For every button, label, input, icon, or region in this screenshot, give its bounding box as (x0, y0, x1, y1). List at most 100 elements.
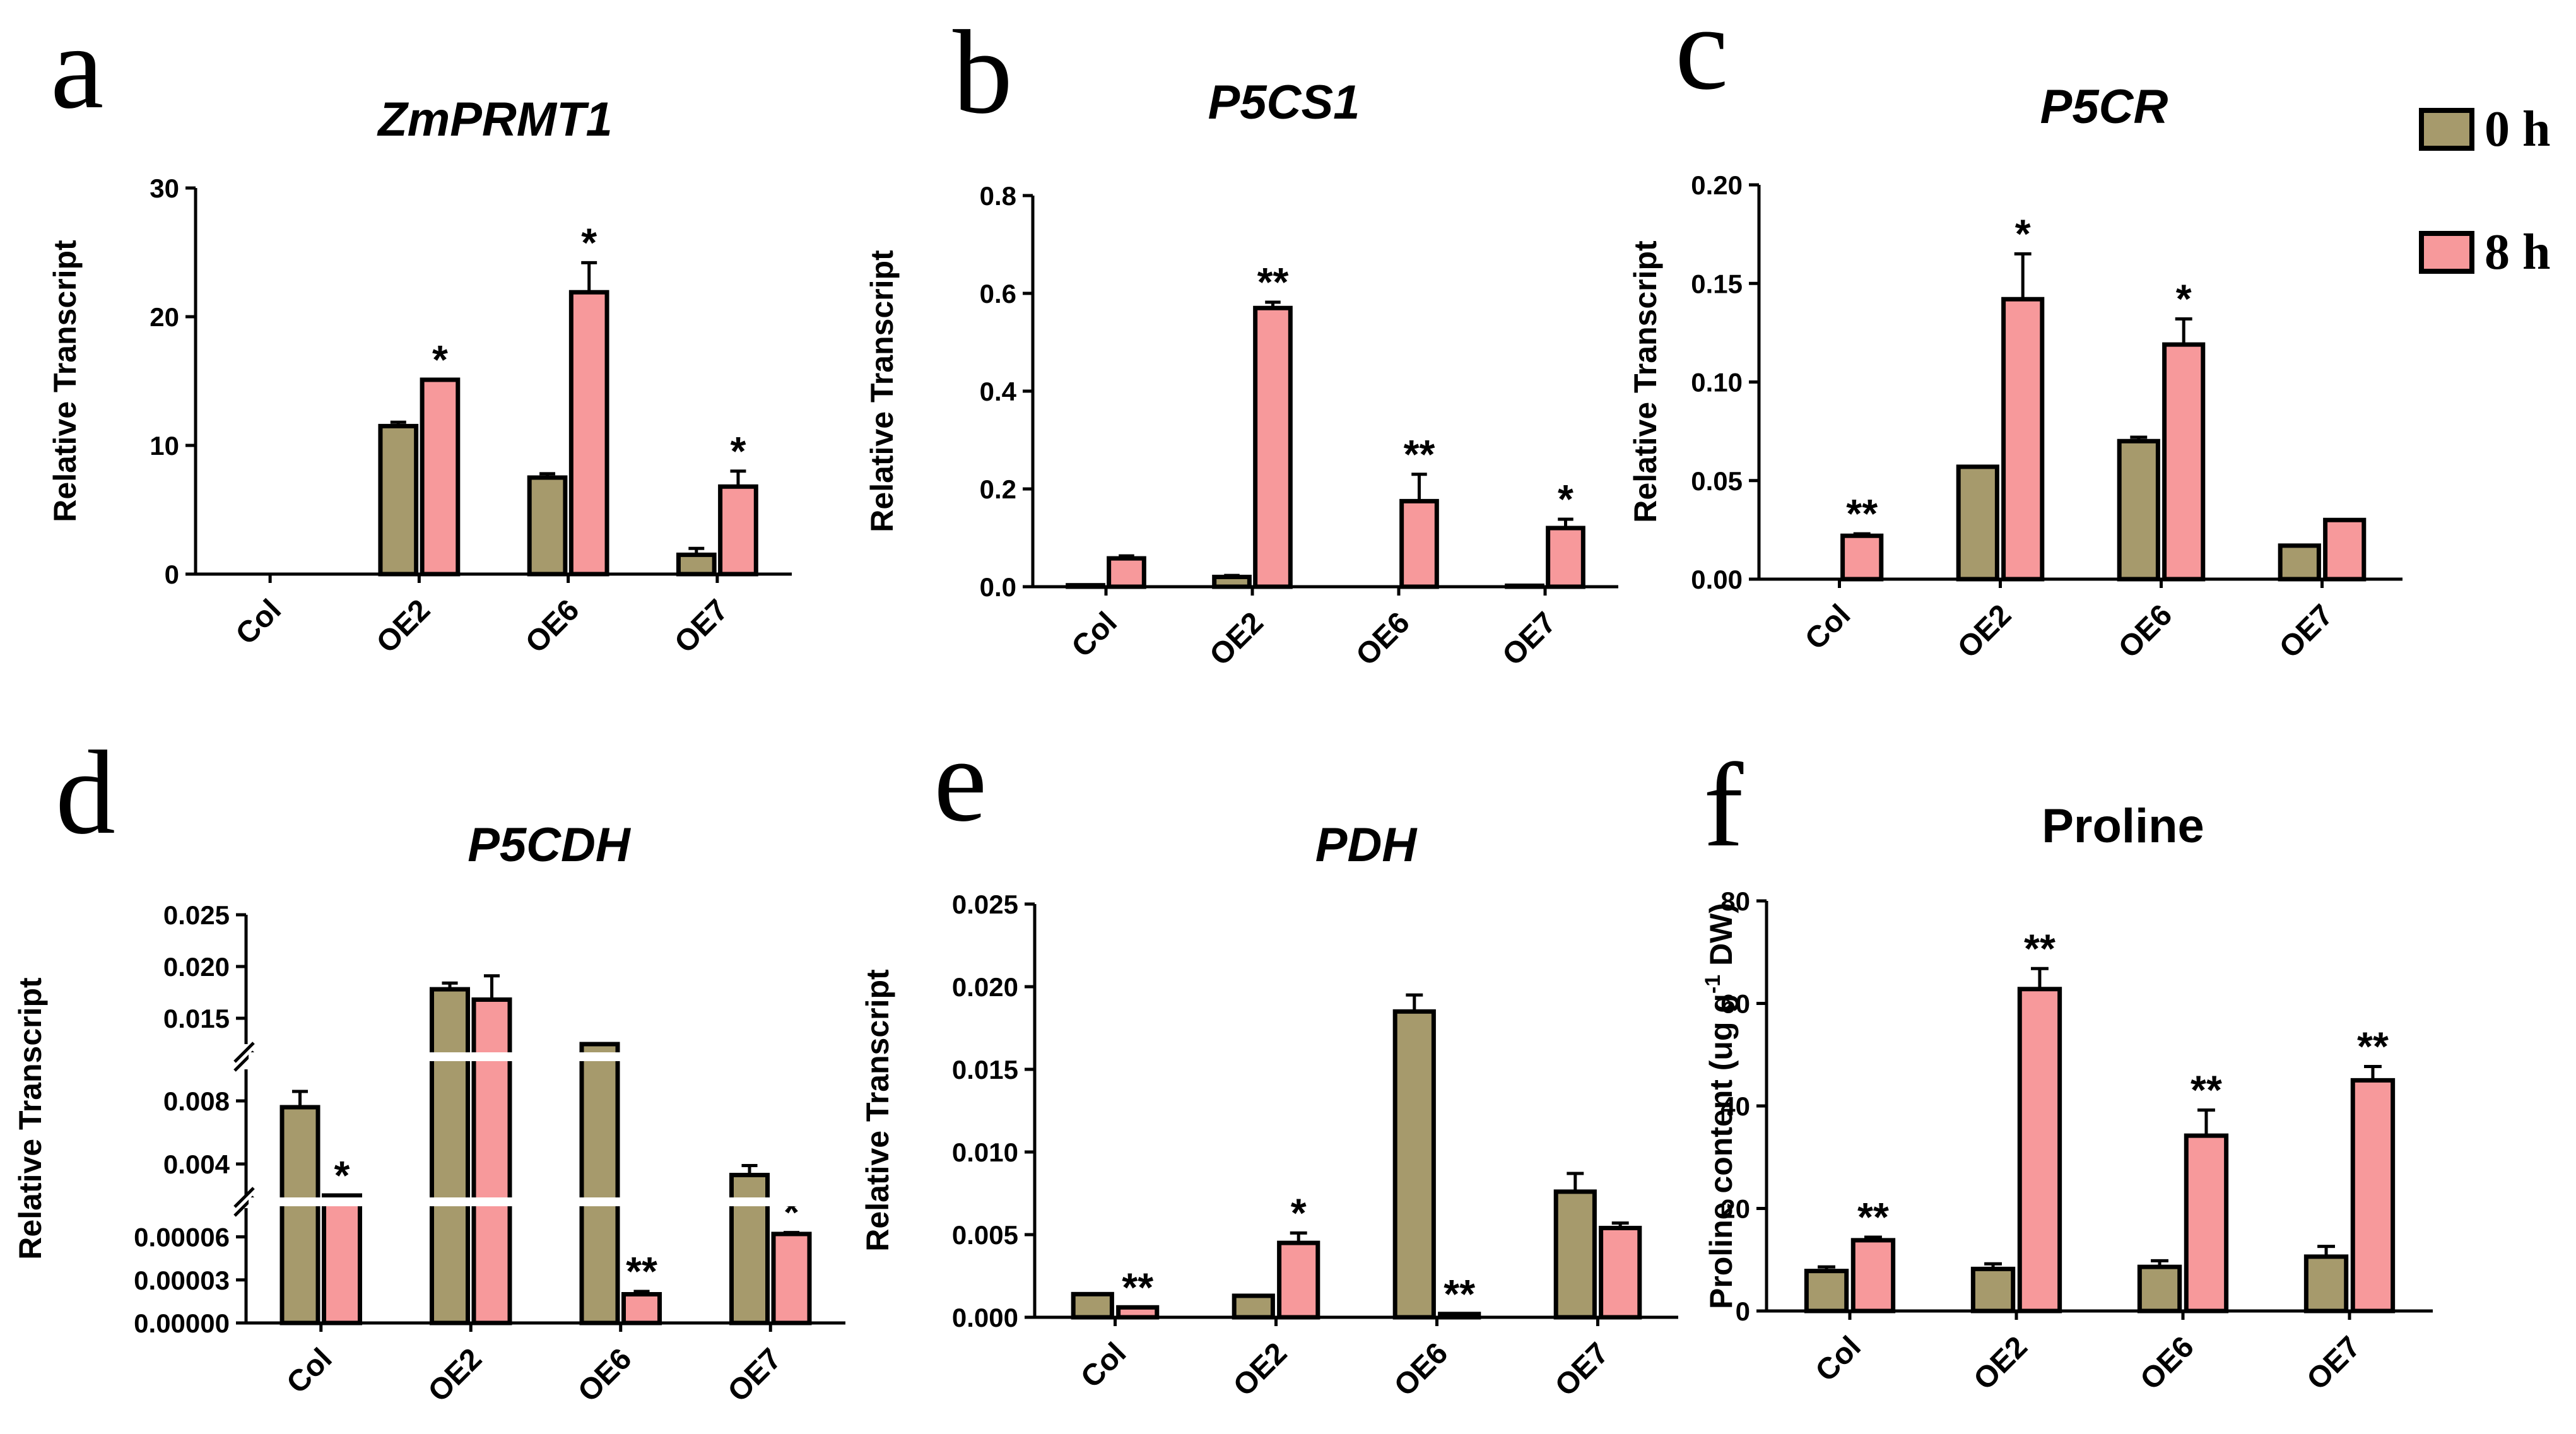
bar-0h (2137, 1264, 2182, 1314)
x-category-label: OE2 (1967, 1330, 2033, 1396)
significance-marker: ** (626, 1249, 657, 1294)
x-category-label: OE6 (2134, 1330, 2200, 1396)
y-axis-label: Relative Transcript (864, 250, 900, 532)
bar-8h (2323, 517, 2367, 582)
bar-8h (2350, 1078, 2396, 1314)
x-category-label: OE6 (572, 1342, 638, 1408)
bar-8h (322, 1193, 362, 1325)
significance-marker: ** (2024, 926, 2056, 971)
y-tick-label: 0.00 (1691, 565, 1743, 594)
y-tick-label: 0.0 (980, 572, 1016, 602)
bar-8h (621, 1292, 662, 1325)
y-tick-label: 0 (165, 560, 179, 589)
chart-d: d P5CDH Relative Transcript 0.00000 0.00003 0… (13, 727, 845, 1409)
y-axis-label: Relative Transcript (13, 977, 48, 1260)
bar-8h (1850, 1238, 1896, 1314)
bar-8h (771, 1231, 812, 1325)
bar-8h (2162, 342, 2206, 582)
significance-marker: * (1558, 476, 1573, 522)
axis-break-band (249, 1052, 845, 1061)
y-tick-label: 0 (1736, 1296, 1750, 1326)
bar-8h (1840, 533, 1884, 582)
bar-8h (2001, 297, 2045, 582)
significance-marker: * (730, 428, 746, 474)
bar-0h (1505, 583, 1544, 589)
bar-0h (2303, 1254, 2349, 1314)
y-tick-label: 60 (1720, 989, 1750, 1019)
x-category-label: OE2 (370, 593, 437, 659)
panel-letter: c (1675, 0, 1728, 115)
x-category-label: Col (230, 593, 288, 651)
y-tick-label: 0.020 (163, 952, 230, 982)
x-category-label: Col (1074, 1336, 1132, 1394)
bar-0h (378, 423, 419, 577)
y-tick-label: 0.6 (980, 279, 1016, 309)
chart-title: P5CDH (468, 818, 632, 872)
y-tick-label: 0.4 (980, 377, 1017, 406)
bar-0h (1232, 1293, 1275, 1320)
x-category-label: OE7 (2273, 598, 2339, 664)
y-axis-label: Relative Transcript (860, 969, 895, 1252)
y-tick-label: 0.005 (952, 1220, 1018, 1250)
significance-marker: ** (1444, 1271, 1475, 1317)
y-tick-label: 40 (1720, 1091, 1750, 1121)
bar-0h (1071, 1291, 1114, 1320)
y-tick-label: 0.000 (952, 1303, 1018, 1332)
bar-0h (1804, 1269, 1849, 1314)
x-category-label: OE7 (1549, 1336, 1615, 1402)
y-tick-label: 0.10 (1691, 368, 1743, 397)
chart-title: P5CS1 (1208, 76, 1360, 129)
y-tick-label: 0.15 (1691, 269, 1743, 298)
significance-marker: * (2015, 211, 2031, 256)
y-tick-label: 10 (150, 431, 179, 461)
bar-8h (1107, 556, 1146, 589)
significance-marker: * (784, 1190, 799, 1235)
chart-title: P5CR (2040, 80, 2168, 134)
bar-0h (676, 552, 717, 577)
bar-0h (1212, 575, 1252, 589)
y-tick-label: 0.004 (163, 1149, 230, 1179)
significance-marker: ** (1122, 1264, 1153, 1310)
x-category-label: Col (1066, 606, 1124, 664)
chart-c: c P5CR Relative Transcript 0.00 0.05 0.10 0.15… (1628, 0, 2403, 665)
y-tick-label: 0.8 (980, 181, 1016, 211)
bar-8h (1599, 1226, 1642, 1320)
axis-break-band (249, 1197, 845, 1206)
bar-0h (279, 1105, 321, 1325)
y-axis-label: Relative Transcript (47, 240, 83, 522)
y-tick-label: 20 (150, 302, 179, 332)
y-tick-label: 0.05 (1691, 466, 1743, 496)
y-tick-label: 0.2 (980, 474, 1016, 504)
bar-0h (430, 987, 470, 1325)
chart-e: e PDH Relative Transcript 0.000 0.005 0.010 0.… (860, 714, 1678, 1403)
bar-0h (1956, 464, 1999, 582)
significance-marker: * (2176, 276, 2192, 322)
panel-letter: a (50, 1, 103, 134)
bar-0h (729, 1173, 770, 1325)
chart-b: b P5CS1 Relative Transcript 0.0 0.2 0.4 0.6 0.8… (864, 6, 1618, 673)
x-category-label: OE6 (519, 593, 585, 659)
y-tick-label: 0.00003 (134, 1266, 230, 1295)
y-axis-label: Proline content (ug g-1 DW) (1701, 903, 1739, 1309)
bar-8h (420, 377, 461, 577)
bar-0h (1553, 1189, 1597, 1320)
y-axis-label: Relative Transcript (1628, 240, 1663, 523)
bar-8h (1116, 1305, 1160, 1320)
significance-marker: ** (2357, 1023, 2389, 1069)
bar-8h (1253, 305, 1293, 589)
x-category-label: OE2 (1203, 606, 1269, 672)
bar-8h (1399, 498, 1439, 589)
panel-letter: d (56, 727, 115, 859)
chart-title: ZmPRMT1 (377, 93, 613, 146)
y-tick-label: 0.00000 (134, 1308, 230, 1338)
bar-8h (2184, 1133, 2229, 1314)
x-category-label: OE7 (2300, 1330, 2367, 1396)
axis-break-mark (233, 1187, 255, 1208)
bar-0h (579, 1042, 620, 1325)
y-tick-label: 0.008 (163, 1086, 230, 1116)
x-category-label: OE7 (1496, 606, 1562, 672)
x-category-label: OE6 (1350, 606, 1416, 672)
y-tick-label: 0.025 (952, 890, 1018, 919)
significance-marker: ** (2191, 1067, 2222, 1113)
